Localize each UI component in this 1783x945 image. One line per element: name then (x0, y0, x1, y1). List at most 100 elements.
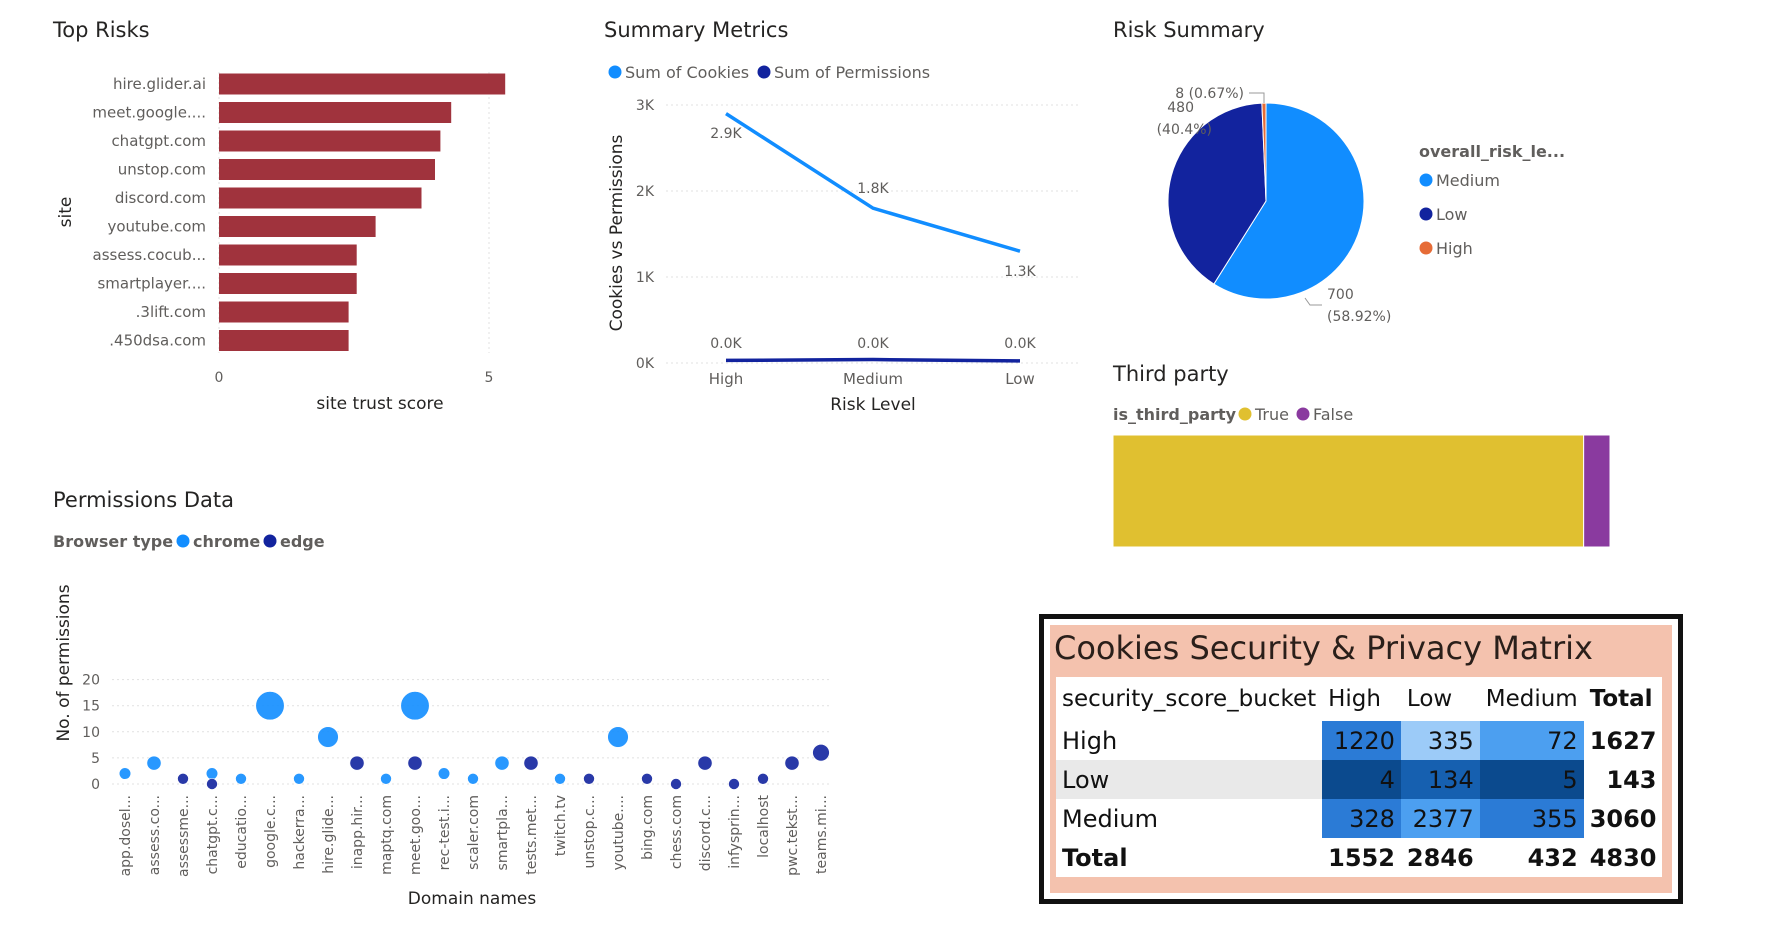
x-tick-label: teams.mi... (814, 795, 830, 874)
x-tick-label: hackerra... (292, 795, 308, 870)
bar (219, 301, 349, 323)
y-tick-label: 0 (91, 777, 100, 793)
y-tick-label: 0K (636, 356, 655, 372)
legend-marker (176, 534, 190, 548)
category-label: assess.cocub... (93, 246, 206, 264)
matrix-corner-header: security_score_bucket (1062, 686, 1317, 712)
x-tick-label: assess.co... (147, 795, 163, 875)
y-tick-label: 5 (91, 751, 100, 767)
scatter-point (467, 772, 479, 785)
data-label: 0.0K (710, 336, 742, 352)
bar (219, 102, 452, 123)
scatter-point (812, 743, 830, 762)
data-label: 480 (1167, 100, 1194, 116)
matrix-table: security_score_bucket High Low Medium To… (1056, 677, 1663, 877)
series-line (725, 357, 1021, 363)
x-tick-label: maptq.com (379, 795, 395, 875)
y-axis-title: site (56, 197, 76, 228)
matrix-cell: 2377 (1400, 799, 1480, 838)
x-tick-label: bing.com (640, 795, 656, 860)
x-tick-label: discord.c... (698, 795, 714, 871)
matrix-col-header: Medium (1485, 686, 1578, 712)
legend-marker (608, 65, 622, 79)
category-label: .450dsa.com (109, 332, 206, 350)
x-tick-label: meet.goo... (408, 795, 424, 875)
pie-slice (1167, 102, 1267, 285)
series-line (725, 112, 1021, 253)
legend-marker (1419, 241, 1433, 255)
x-tick-label: infysprin... (727, 795, 743, 869)
bar (219, 244, 357, 266)
scatter-point (205, 767, 219, 780)
scatter-point (349, 755, 365, 771)
scatter-point (494, 755, 510, 771)
scatter-point (177, 772, 189, 785)
legend-label: Sum of Permissions (774, 63, 930, 82)
scatter-point (670, 778, 682, 790)
data-label: 0.0K (1004, 336, 1036, 352)
matrix-row: Low 4 134 5 143 (1056, 760, 1662, 799)
x-tick-label: pwc.tekst... (785, 795, 801, 876)
bar (219, 73, 506, 95)
matrix-row-total: 143 (1606, 765, 1657, 794)
x-tick-label: hire.glide... (321, 795, 337, 874)
matrix-row: High 1220 335 72 1627 (1056, 721, 1662, 760)
scatter-point (206, 778, 218, 790)
scatter-point (607, 726, 629, 748)
legend-title: is_third_party (1113, 405, 1237, 424)
x-axis-title: Domain names (408, 889, 537, 909)
x-tick-label: unstop.c... (582, 795, 598, 868)
bar (219, 159, 435, 180)
matrix-row-label: High (1062, 726, 1118, 755)
bar (219, 216, 376, 237)
x-tick-label: educatio... (234, 795, 250, 869)
x-axis-title: site trust score (316, 394, 443, 414)
bar (219, 330, 349, 351)
matrix-cell: 72 (1479, 721, 1584, 760)
category-label: smartplayer.... (97, 275, 206, 293)
y-tick-label: 10 (82, 725, 100, 741)
data-label: 8 (0.67%) (1175, 86, 1244, 102)
third-party-title: Third party (1113, 362, 1229, 386)
matrix-row-total: 1627 (1589, 726, 1657, 755)
scatter-point (407, 755, 423, 771)
category-label: hire.glider.ai (113, 75, 206, 93)
matrix-row: Medium 328 2377 355 3060 (1056, 799, 1662, 838)
x-tick-label: localhost (756, 794, 772, 857)
y-tick-label: 20 (82, 673, 100, 689)
x-tick-label: chatgpt.c... (205, 795, 221, 874)
x-tick-label: google.c... (263, 795, 279, 868)
x-tick-label: app.dosel... (118, 795, 134, 876)
y-axis-title: Cookies vs Permissions (607, 134, 627, 331)
top-risks-title: Top Risks (53, 18, 150, 42)
stacked-bar-segment (1583, 434, 1611, 548)
data-label: 2.9K (710, 126, 742, 142)
scatter-point (255, 691, 285, 721)
legend-label: chrome (193, 532, 260, 551)
scatter-point (118, 767, 132, 780)
matrix-col-header-total: Total (1589, 686, 1653, 712)
x-tick-label: rec-test.i... (437, 795, 453, 870)
category-label: discord.com (115, 189, 206, 207)
risk-summary-title: Risk Summary (1113, 18, 1265, 42)
category-label: unstop.com (118, 161, 206, 179)
matrix-background: Cookies Security & Privacy Matrix securi… (1050, 625, 1672, 893)
scatter-point (437, 767, 451, 780)
scatter-point (146, 755, 162, 771)
scatter-point (523, 755, 539, 771)
bar (219, 187, 422, 209)
legend-marker (1296, 407, 1310, 421)
matrix-row-label: Medium (1062, 804, 1158, 833)
stacked-bar-segment (1112, 434, 1585, 548)
bar (219, 130, 441, 152)
scatter-point (554, 772, 566, 785)
x-tick-label: smartpla... (495, 795, 511, 870)
permissions-data-title: Permissions Data (53, 488, 235, 512)
bar (219, 273, 357, 294)
matrix-grand-total: 4830 (1589, 843, 1657, 872)
x-tick-label: Medium (843, 370, 903, 388)
